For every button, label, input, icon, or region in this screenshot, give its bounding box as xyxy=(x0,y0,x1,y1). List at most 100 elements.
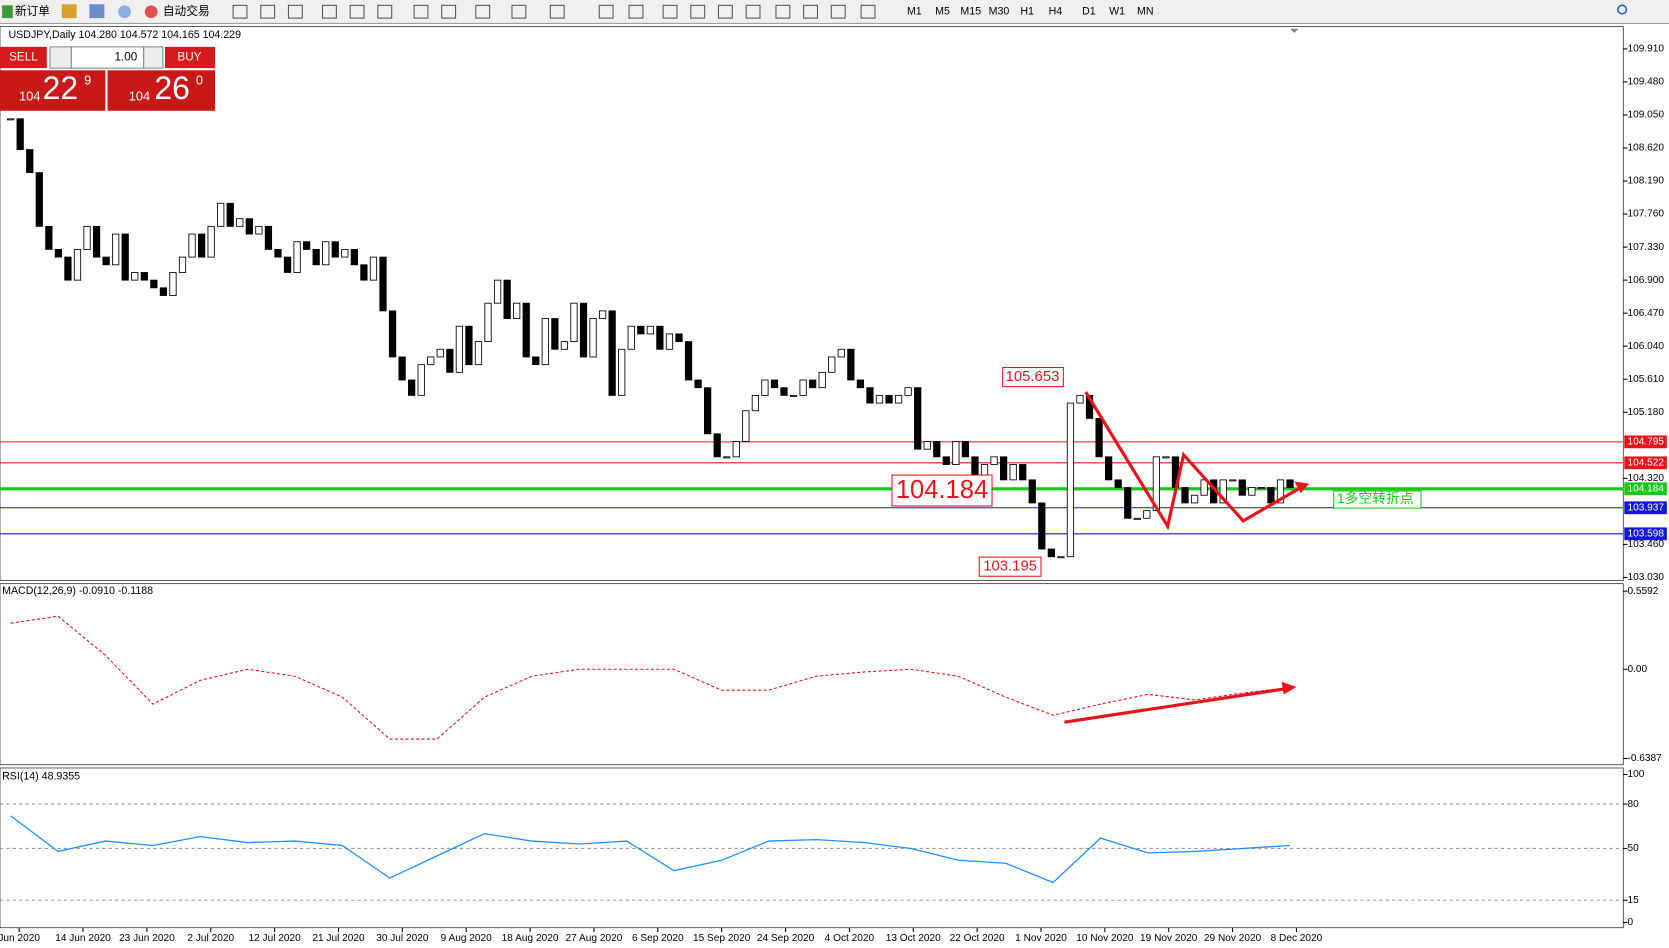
search-icon[interactable] xyxy=(1617,4,1628,15)
candle xyxy=(131,272,139,281)
macd-label: MACD(12,26,9) -0.0910 -0.1188 xyxy=(2,585,153,597)
candle xyxy=(627,325,635,350)
lot-spinner[interactable] xyxy=(143,46,164,69)
timeframe-button[interactable]: D1 xyxy=(1082,6,1096,18)
y-tick-label: 106.040 xyxy=(1627,341,1664,352)
candle xyxy=(388,310,397,358)
candle xyxy=(474,341,483,366)
buy-button[interactable] xyxy=(164,46,216,69)
candle xyxy=(236,218,244,227)
timeframe-button[interactable]: M30 xyxy=(989,6,1010,18)
tool-icon[interactable] xyxy=(232,4,248,19)
timeframe-button[interactable]: H4 xyxy=(1049,6,1063,18)
tool-icon[interactable] xyxy=(287,4,303,19)
buy-price-box[interactable] xyxy=(107,70,216,111)
tool-icon[interactable] xyxy=(690,4,706,19)
tool-icon[interactable] xyxy=(860,4,876,19)
tool-icon[interactable] xyxy=(349,4,365,19)
candle xyxy=(942,456,950,465)
tool-icon[interactable] xyxy=(377,4,393,19)
x-tick-label: 2 Jul 2020 xyxy=(187,933,234,944)
timeframe-button[interactable]: MN xyxy=(1137,6,1154,18)
candle xyxy=(1038,502,1046,550)
candle xyxy=(770,379,779,389)
candle xyxy=(856,379,865,389)
x-tick-label: 27 Aug 2020 xyxy=(566,933,623,944)
candle xyxy=(293,241,301,273)
price-level-label: 104.522 xyxy=(1627,457,1664,468)
tool-icon[interactable] xyxy=(61,4,77,19)
candle xyxy=(1257,487,1266,490)
x-tick-label: 12 Jul 2020 xyxy=(248,933,301,944)
lot-spinner[interactable] xyxy=(49,46,72,69)
candle xyxy=(1238,479,1246,496)
buy-price-sup[interactable]: 0 xyxy=(196,72,203,87)
tool-icon[interactable] xyxy=(511,4,527,19)
candle xyxy=(742,410,750,442)
tool-icon[interactable] xyxy=(830,4,846,19)
sell-price-big[interactable]: 104 xyxy=(19,88,40,103)
tool-icon[interactable] xyxy=(321,4,337,19)
y-tick-label: 109.050 xyxy=(1627,110,1664,121)
annotation-pivot: 104.184 xyxy=(896,476,988,504)
candle xyxy=(1105,456,1113,481)
candle xyxy=(990,456,998,465)
candle xyxy=(360,264,368,281)
tool-icon[interactable] xyxy=(598,4,614,19)
candle xyxy=(637,325,645,335)
timeframe-button[interactable]: M15 xyxy=(960,6,981,18)
timeframe-button[interactable]: M1 xyxy=(907,6,922,18)
tool-icon[interactable] xyxy=(775,4,791,19)
candle xyxy=(560,341,569,350)
price-level-tag xyxy=(1624,527,1667,541)
buy-price-mid[interactable]: 26 xyxy=(154,70,190,106)
tool-icon[interactable] xyxy=(628,4,644,19)
tool-icon[interactable] xyxy=(662,4,678,19)
tool-icon[interactable] xyxy=(260,4,276,19)
price-level-label: 104.184 xyxy=(1627,483,1664,494)
candle xyxy=(188,233,196,258)
candle xyxy=(312,248,320,266)
tool-icon[interactable] xyxy=(118,5,131,19)
y-tick-label: 109.480 xyxy=(1627,77,1664,88)
candle xyxy=(226,202,234,227)
auto-trading-icon[interactable] xyxy=(144,5,158,19)
annotation-box xyxy=(891,474,993,507)
tool-icon[interactable] xyxy=(441,4,457,19)
tool-icon[interactable] xyxy=(549,4,565,19)
candle xyxy=(16,118,24,150)
x-tick-label: 22 Oct 2020 xyxy=(950,933,1005,944)
candle xyxy=(1019,464,1027,481)
buy-price-big[interactable]: 104 xyxy=(129,88,150,103)
new-order-button[interactable]: 新订单 xyxy=(15,4,50,18)
tool-icon[interactable] xyxy=(745,4,761,19)
auto-trading-button[interactable]: 自动交易 xyxy=(163,4,210,18)
new-order-icon[interactable] xyxy=(2,5,13,19)
candle xyxy=(894,394,903,404)
y-tick-label: 105.610 xyxy=(1627,374,1664,385)
sell-price-mid[interactable]: 22 xyxy=(43,70,79,106)
tool-icon[interactable] xyxy=(803,4,819,19)
timeframe-button[interactable]: W1 xyxy=(1109,6,1125,18)
lot-value[interactable]: 1.00 xyxy=(115,51,138,64)
tool-icon[interactable] xyxy=(413,4,429,19)
sell-price-sup[interactable]: 9 xyxy=(84,72,91,87)
sell-button[interactable] xyxy=(0,46,47,69)
tool-icon[interactable] xyxy=(717,4,733,19)
y-tick-label: 80 xyxy=(1627,799,1639,810)
timeframe-button[interactable]: H1 xyxy=(1020,6,1034,18)
tool-icon[interactable] xyxy=(475,4,491,19)
candle xyxy=(1133,517,1141,520)
candle xyxy=(341,248,349,258)
sell-text[interactable]: SELL xyxy=(9,51,38,64)
sell-price-box[interactable] xyxy=(0,70,106,111)
candle xyxy=(140,272,148,281)
candle xyxy=(54,248,63,258)
tool-icon[interactable] xyxy=(89,4,105,19)
candle xyxy=(26,149,34,174)
candle xyxy=(789,394,798,397)
timeframe-button[interactable]: M5 xyxy=(935,6,950,18)
buy-text[interactable]: BUY xyxy=(177,51,201,64)
